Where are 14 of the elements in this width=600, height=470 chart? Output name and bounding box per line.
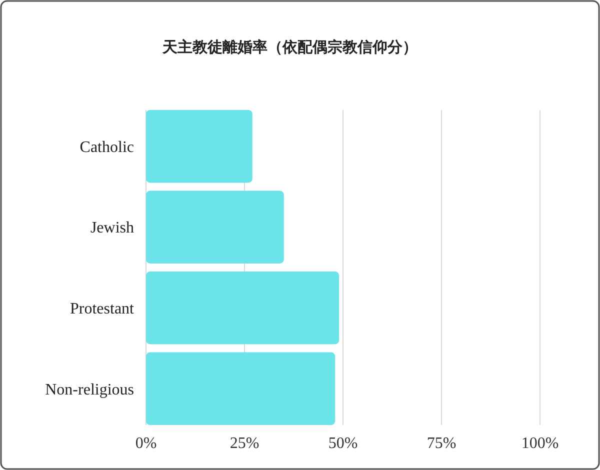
bar [146,110,252,183]
x-tick-label: 50% [328,435,358,452]
x-tick-label: 100% [521,435,559,452]
y-tick-label: Jewish [90,220,134,237]
x-tick-label: 0% [135,435,157,452]
x-tick-label: 75% [426,435,456,452]
bar [146,272,340,344]
bar [146,190,284,264]
y-tick-label: Catholic [80,138,134,156]
y-tick-label: Non-religious [45,381,134,398]
y-tick-label: Protestant [70,300,135,318]
bar [146,352,336,425]
chart-title: 天主教徒離婚率（依配偶宗教信仰分） [162,38,418,56]
x-tick-label: 25% [230,435,260,452]
